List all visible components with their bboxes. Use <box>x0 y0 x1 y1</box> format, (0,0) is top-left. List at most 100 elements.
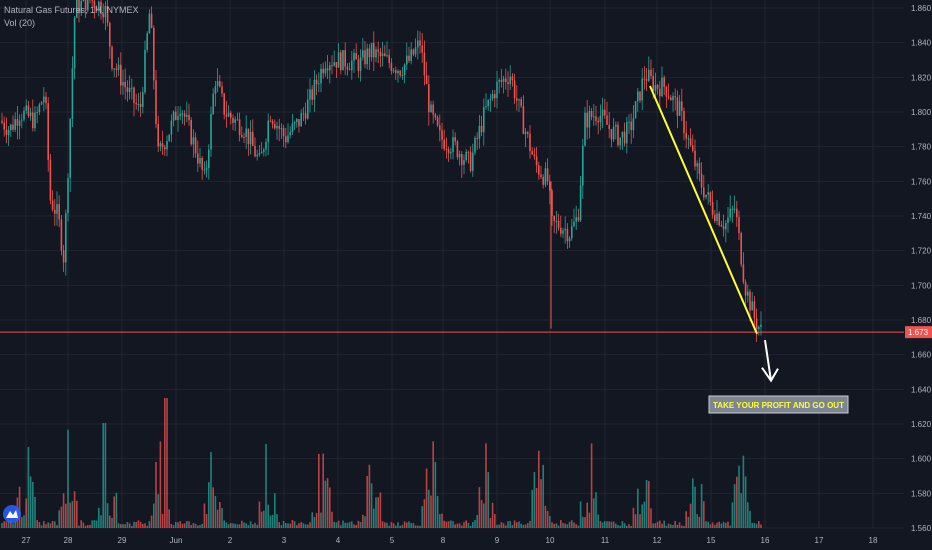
candle-body <box>166 141 168 150</box>
volume-bar <box>689 503 692 528</box>
candle-body <box>131 87 133 89</box>
candle-body <box>758 326 760 330</box>
candle-body <box>661 77 663 97</box>
price-tick-label: 1.800 <box>911 108 932 117</box>
candle-body <box>276 125 278 129</box>
candle-body <box>318 83 320 85</box>
volume-bar <box>1 523 3 528</box>
price-tick-label: 1.760 <box>911 177 932 186</box>
candle-body <box>95 7 98 11</box>
volume-bar <box>23 515 25 528</box>
time-tick-label: 4 <box>336 536 341 545</box>
candle-body <box>18 120 21 126</box>
candle-body <box>522 106 525 134</box>
candle-body <box>731 208 734 210</box>
volume-bar <box>38 522 41 528</box>
candle-body <box>452 137 454 153</box>
candle-body <box>489 98 492 100</box>
last-price-tag-text: 1.673 <box>908 328 929 337</box>
candle-body <box>313 79 316 100</box>
candle-body <box>278 125 280 129</box>
candle-body <box>760 324 762 327</box>
volume-bar <box>687 516 690 528</box>
trend-line[interactable] <box>649 85 758 335</box>
volume-bar <box>496 524 498 528</box>
candle-body <box>674 96 676 98</box>
arrow-head <box>761 367 779 383</box>
candle-body <box>395 70 397 74</box>
volume-indicator-label[interactable]: Vol (20) <box>4 18 36 28</box>
volume-bar <box>716 522 718 528</box>
volume-bar <box>188 521 190 528</box>
candle-body <box>406 55 408 65</box>
candle-body <box>579 185 582 221</box>
candle-body <box>51 200 54 210</box>
candle-body <box>672 96 674 101</box>
candle-body <box>744 282 747 296</box>
price-tick-label: 1.600 <box>911 455 932 464</box>
candle-body <box>331 65 333 67</box>
tradingview-logo-icon[interactable] <box>3 505 21 523</box>
candle-body <box>606 115 608 125</box>
volume-bar <box>300 522 302 528</box>
arrow-annotation[interactable] <box>761 339 779 383</box>
callout-box[interactable] <box>708 395 849 414</box>
volume-bar <box>135 521 137 528</box>
price-axis[interactable]: 1.860 1.840 1.820 1.800 1.780 1.760 1.740 1.720… <box>911 4 932 533</box>
volume-bar <box>122 524 124 528</box>
volume-bar <box>311 512 313 528</box>
volume-bar <box>335 522 338 528</box>
candle-body <box>234 119 236 123</box>
symbol-title[interactable]: Natural Gas Futures, 1H, NYMEX <box>4 5 139 15</box>
volume-bar <box>753 523 756 528</box>
volume-bar <box>353 524 355 528</box>
volume-bar <box>375 497 377 528</box>
candle-body <box>236 119 239 121</box>
time-tick-label: 11 <box>601 536 610 545</box>
candle-body <box>67 178 69 214</box>
volume-bar <box>12 523 14 528</box>
candle-body <box>733 208 736 210</box>
time-axis[interactable]: 27 28 29 Jun 2 3 4 5 8 9 10 11 12 15 16 17 18 <box>22 536 878 545</box>
volume-bar <box>599 521 602 528</box>
volume-bar <box>593 498 595 528</box>
volume-bar <box>533 471 536 528</box>
candle-body <box>540 174 542 178</box>
candle-body <box>150 13 153 28</box>
candle-body <box>588 111 591 128</box>
volume-bar <box>87 525 89 528</box>
candle-body <box>249 131 252 145</box>
volume-bar <box>342 520 344 528</box>
volume-bar <box>192 523 195 528</box>
candle-body <box>419 40 421 46</box>
candle-body <box>623 131 626 144</box>
candle-body <box>692 145 694 151</box>
candle-body <box>309 89 311 100</box>
candle-body <box>203 169 206 171</box>
candle-body <box>205 168 208 170</box>
volume-bar <box>344 522 346 528</box>
volume-bar <box>619 525 621 528</box>
candle-body <box>135 102 137 105</box>
candle-body <box>494 94 496 99</box>
volume-bar <box>711 522 714 528</box>
candle-body <box>245 128 247 138</box>
candle-body <box>595 116 597 121</box>
volume-bar <box>102 423 104 528</box>
volume-bar <box>410 523 412 528</box>
volume-bar <box>67 429 69 528</box>
candle-body <box>225 114 228 117</box>
candle-body <box>386 55 388 57</box>
volume-bar <box>62 493 65 528</box>
volume-bar <box>157 494 159 528</box>
volume-bar <box>381 521 384 528</box>
volume-bar <box>494 514 496 528</box>
volume-bar <box>467 522 470 528</box>
candle-body <box>370 42 373 58</box>
volume-bar <box>357 520 360 528</box>
volume-bar <box>568 521 571 528</box>
candle-body <box>696 163 698 167</box>
candle-body <box>533 154 536 157</box>
volume-bar <box>32 481 34 528</box>
